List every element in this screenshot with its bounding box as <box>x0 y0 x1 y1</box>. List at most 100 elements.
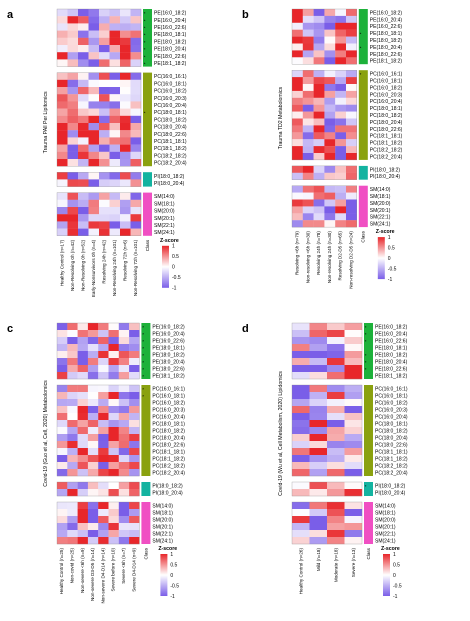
heatmap-cell <box>292 9 303 17</box>
y-axis-label: Covid-19 (Wu et al, Cell Metabolism, 202… <box>278 371 284 496</box>
heatmap-cell <box>57 365 68 373</box>
row-label: PC(18:0_22:6) <box>152 442 185 448</box>
row-label: PE(16:0_20:4) <box>154 18 187 24</box>
heatmap-cell <box>67 72 79 80</box>
heatmap-cell <box>344 516 363 524</box>
row-label: PE(18:0_18:2) <box>154 39 187 45</box>
heatmap-cell <box>67 351 78 359</box>
heatmap-cell <box>302 90 314 98</box>
row-label: PC(16:0_18:1) <box>154 81 187 87</box>
heatmap-cell <box>335 104 347 112</box>
heatmap-cell <box>78 23 89 31</box>
row-label: PC(18:2_18:2) <box>154 153 187 159</box>
class-column-label: Class <box>361 230 366 242</box>
heatmap-cell <box>57 144 68 152</box>
row-label: PI(18:0_20:4) <box>370 174 401 180</box>
heatmap-cell <box>130 207 142 215</box>
heatmap-cell <box>344 351 363 359</box>
heatmap-cell <box>109 123 121 131</box>
heatmap-cell <box>109 37 121 46</box>
significance-star: * <box>365 325 367 330</box>
heatmap-cell <box>129 482 140 490</box>
heatmap-cell <box>302 9 314 17</box>
heatmap-cell <box>302 84 314 92</box>
heatmap-cell <box>78 94 89 102</box>
heatmap-cell <box>87 358 99 366</box>
heatmap-cell <box>98 337 109 345</box>
heatmap-cell <box>99 52 110 60</box>
row-label: PC(16:0_16:1) <box>370 72 403 78</box>
column-label: Non-resolving D2-D5 (n=24) <box>348 231 353 289</box>
heatmap-cell <box>99 199 110 208</box>
heatmap-cell <box>327 516 345 524</box>
heatmap-cell <box>324 206 336 214</box>
heatmap-cell <box>120 37 131 46</box>
significance-star: * <box>365 353 367 358</box>
row-label: PE(18:0_18:2) <box>152 352 185 358</box>
heatmap-cell <box>78 179 89 187</box>
legend-gradient <box>160 554 168 596</box>
significance-star: * <box>365 332 367 337</box>
column-label: Non-resolving <6h (n=30) <box>305 231 310 284</box>
heatmap-cell <box>129 427 140 435</box>
heatmap-cell <box>120 94 131 102</box>
legend-tick: -1 <box>172 286 177 292</box>
heatmap-cell <box>327 469 345 477</box>
heatmap-cell <box>99 16 110 24</box>
heatmap-cell <box>109 221 121 229</box>
row-label: PI(18:0_20:4) <box>152 490 183 496</box>
heatmap-cell <box>120 179 131 187</box>
heatmap-cell <box>302 104 314 112</box>
heatmap-cell <box>57 94 68 102</box>
legend-tick: 0.5 <box>388 245 395 251</box>
heatmap-cell <box>88 23 100 31</box>
heatmap-cell <box>130 214 142 222</box>
class-bar-sm <box>364 502 373 544</box>
heatmap-cell <box>67 16 79 24</box>
heatmap-cell <box>302 199 314 207</box>
heatmap-cell <box>109 137 121 145</box>
group-border <box>56 8 142 67</box>
heatmap-cell <box>335 111 347 119</box>
heatmap-cell <box>109 101 121 109</box>
heatmap-cell <box>324 43 336 51</box>
heatmap-cell <box>108 469 119 477</box>
heatmap-cell <box>98 330 109 338</box>
row-label: PI(18:0_20:4) <box>154 181 185 187</box>
heatmap-cell <box>88 108 100 116</box>
heatmap-cell <box>130 23 142 31</box>
heatmap-cell <box>324 111 336 119</box>
heatmap-cell <box>109 108 121 116</box>
row-label: PC(16:0_20:4) <box>154 103 187 109</box>
heatmap-cell <box>57 137 68 145</box>
heatmap-cell <box>67 172 79 180</box>
heatmap-cell <box>57 448 68 456</box>
heatmap-cell <box>346 146 357 154</box>
significance-star: * <box>360 32 362 37</box>
heatmap-cell <box>78 207 89 215</box>
heatmap-cell <box>87 413 99 421</box>
heatmap-cell <box>98 385 109 393</box>
heatmap-cell <box>99 151 110 160</box>
heatmap-cell <box>57 30 68 38</box>
heatmap-cell <box>292 392 310 400</box>
heatmap-cell <box>108 337 119 345</box>
row-label: SM(20:1) <box>375 524 396 530</box>
heatmap-cell <box>78 45 89 53</box>
heatmap-cell <box>130 79 142 88</box>
heatmap-cell <box>99 130 110 138</box>
legend-title: Z-score <box>160 238 179 244</box>
heatmap-cell <box>67 420 78 428</box>
heatmap-cell <box>87 385 99 393</box>
heatmap-cell <box>57 427 68 435</box>
heatmap-cell <box>78 16 89 24</box>
heatmap-cell <box>309 537 328 545</box>
heatmap-cell <box>77 365 89 373</box>
legend-gradient <box>162 245 169 288</box>
heatmap-cell <box>344 420 363 428</box>
group-border <box>291 384 363 477</box>
heatmap-cell <box>344 537 363 545</box>
heatmap-cell <box>302 139 314 147</box>
heatmap-cell <box>335 199 347 207</box>
heatmap-cell <box>67 137 79 145</box>
